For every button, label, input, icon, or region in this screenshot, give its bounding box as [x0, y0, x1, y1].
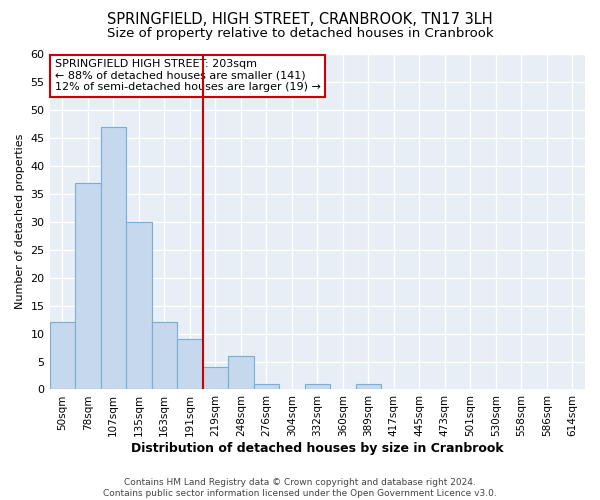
- Bar: [228, 356, 254, 390]
- Bar: [177, 339, 203, 390]
- Bar: [50, 322, 75, 390]
- Bar: [356, 384, 381, 390]
- Text: Contains HM Land Registry data © Crown copyright and database right 2024.
Contai: Contains HM Land Registry data © Crown c…: [103, 478, 497, 498]
- Bar: [254, 384, 279, 390]
- X-axis label: Distribution of detached houses by size in Cranbrook: Distribution of detached houses by size …: [131, 442, 503, 455]
- Text: SPRINGFIELD HIGH STREET: 203sqm
← 88% of detached houses are smaller (141)
12% o: SPRINGFIELD HIGH STREET: 203sqm ← 88% of…: [55, 59, 321, 92]
- Bar: [152, 322, 177, 390]
- Bar: [75, 182, 101, 390]
- Text: Size of property relative to detached houses in Cranbrook: Size of property relative to detached ho…: [107, 28, 493, 40]
- Bar: [305, 384, 330, 390]
- Bar: [101, 126, 126, 390]
- Y-axis label: Number of detached properties: Number of detached properties: [15, 134, 25, 310]
- Bar: [203, 367, 228, 390]
- Text: SPRINGFIELD, HIGH STREET, CRANBROOK, TN17 3LH: SPRINGFIELD, HIGH STREET, CRANBROOK, TN1…: [107, 12, 493, 28]
- Bar: [126, 222, 152, 390]
